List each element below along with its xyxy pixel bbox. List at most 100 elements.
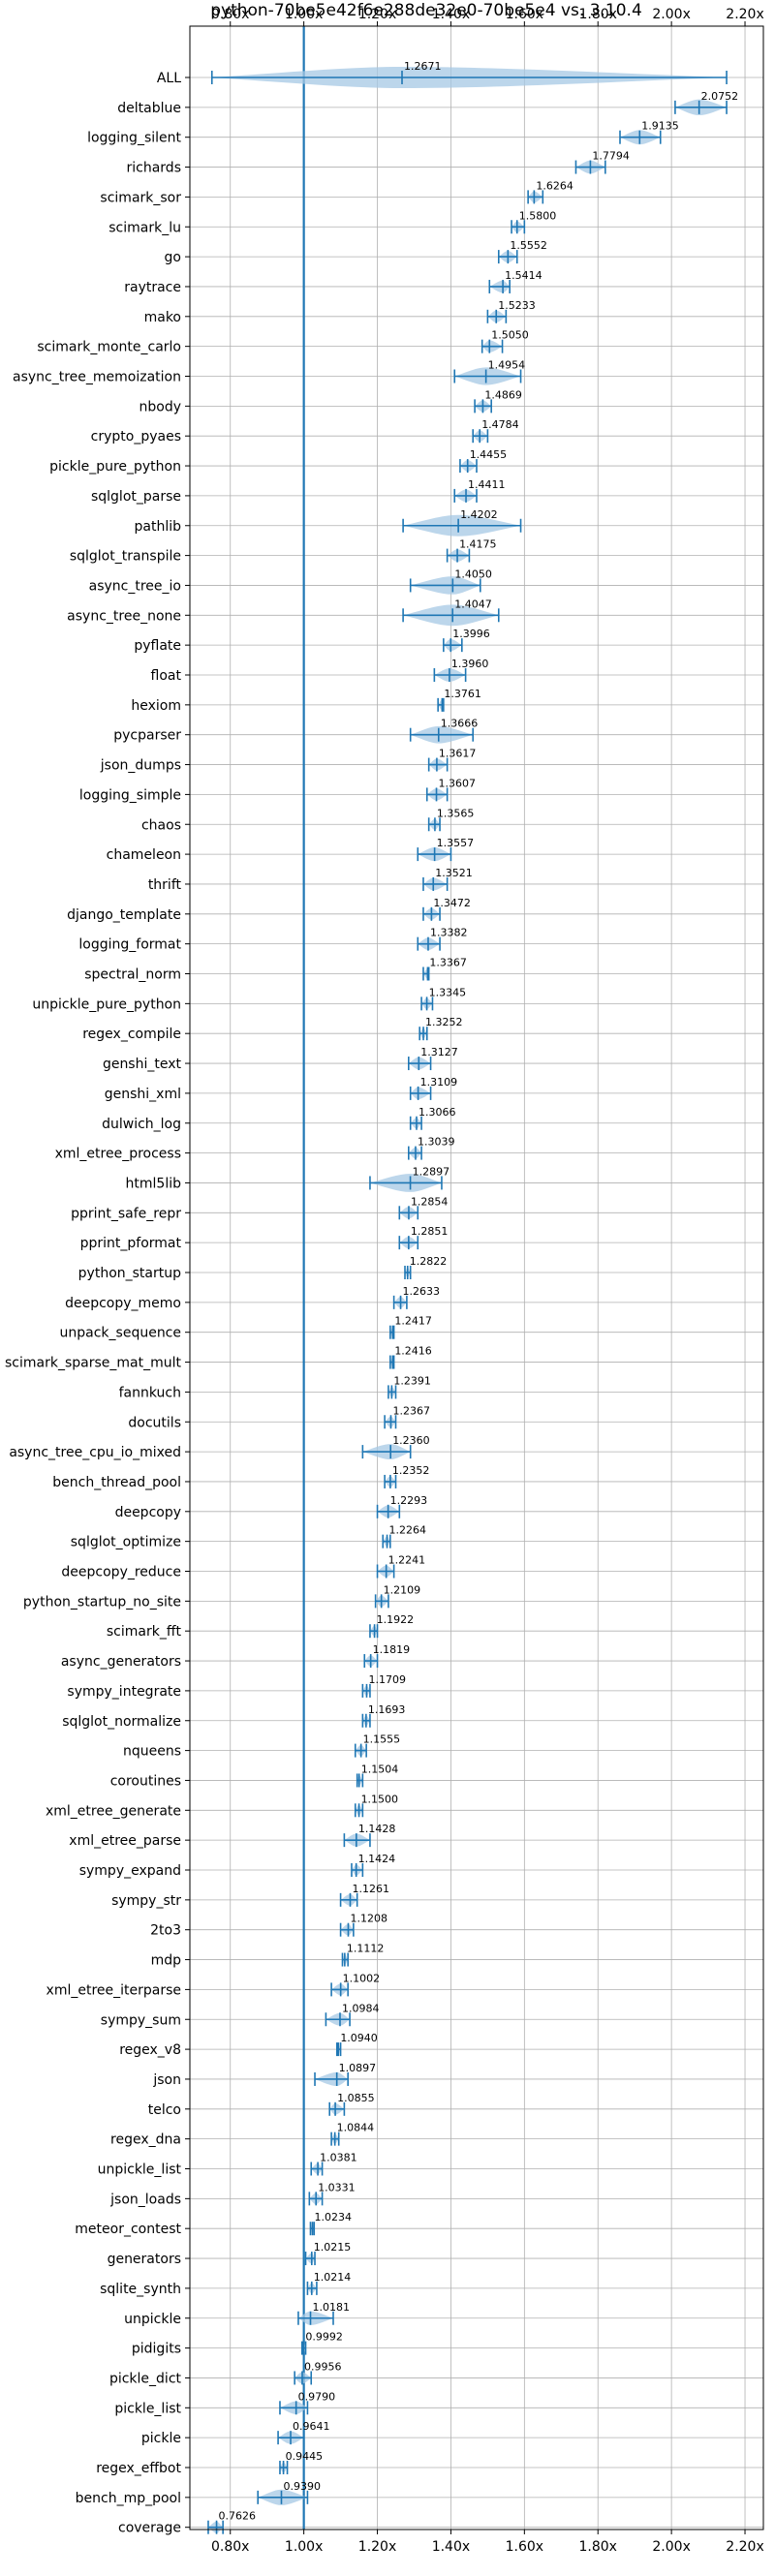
category-label: json [152, 2072, 181, 2088]
category-label: sympy_str [111, 1893, 181, 1909]
category-label: ALL [157, 71, 181, 86]
value-label: 1.2241 [388, 1554, 426, 1567]
category-label: deltablue [117, 101, 181, 116]
category-label: 2to3 [150, 1923, 181, 1939]
category-label: deepcopy [115, 1505, 181, 1520]
category-label: telco [148, 2102, 181, 2118]
x-tick-label-top: 1.40x [432, 7, 470, 22]
value-label: 1.2633 [403, 1285, 441, 1298]
value-label: 1.1555 [363, 1733, 401, 1746]
category-label: sqlglot_optimize [71, 1535, 181, 1550]
category-label: pickle_list [114, 2401, 181, 2416]
category-label: sqlglot_transpile [70, 549, 181, 565]
category-label: sqlglot_parse [91, 489, 181, 505]
category-label: go [165, 250, 181, 265]
value-label: 1.3039 [418, 1136, 455, 1149]
value-label: 1.1428 [358, 1823, 396, 1835]
value-labels: 1.2671 2.0752 1.9135 1.7794 1.6264 1.5800 1.55… [219, 60, 739, 2523]
category-label: async_tree_io [89, 578, 181, 594]
category-label: spectral_norm [84, 967, 181, 983]
category-label: sympy_integrate [67, 1684, 181, 1700]
category-label: pathlib [135, 519, 182, 535]
value-label: 1.4869 [484, 388, 522, 401]
value-label: 1.3066 [418, 1106, 456, 1119]
category-label: sympy_sum [101, 2012, 181, 2028]
value-label: 1.1922 [377, 1613, 415, 1626]
category-label: scimark_fft [107, 1624, 182, 1640]
category-label: django_template [67, 907, 181, 923]
category-label: xml_etree_iterparse [46, 1982, 181, 1998]
category-label: thrift [148, 877, 182, 893]
x-tick-label-bottom: 1.20x [358, 2539, 396, 2555]
value-label: 1.2416 [394, 1345, 432, 1358]
value-label: 0.9992 [305, 2331, 343, 2344]
value-label: 2.0752 [701, 90, 739, 103]
value-label: 1.0331 [318, 2181, 356, 2193]
value-label: 1.3617 [439, 748, 477, 760]
value-label: 1.0215 [314, 2241, 352, 2254]
value-label: 1.1002 [343, 1972, 381, 1984]
violin-bodies [207, 67, 728, 2533]
category-label: async_tree_none [67, 608, 181, 624]
value-label: 1.3607 [439, 777, 477, 789]
category-label: crypto_pyaes [91, 429, 181, 445]
value-label: 1.4047 [454, 598, 492, 610]
category-label: regex_effbot [96, 2461, 181, 2476]
value-label: 1.6264 [536, 179, 574, 192]
x-tick-label-bottom: 2.00x [652, 2539, 690, 2555]
category-label: meteor_contest [75, 2222, 181, 2237]
category-label: unpack_sequence [60, 1326, 181, 1341]
value-label: 1.1504 [361, 1763, 399, 1775]
x-tick-label-bottom: 1.00x [285, 2539, 323, 2555]
value-label: 1.4050 [454, 567, 492, 580]
value-label: 1.2109 [384, 1583, 421, 1596]
value-label: 1.3666 [441, 718, 479, 730]
category-label: raytrace [124, 280, 181, 295]
value-label: 1.7794 [592, 150, 630, 163]
category-label: docutils [128, 1415, 181, 1430]
x-tick-label-top: 0.80x [211, 7, 249, 22]
category-label: logging_format [78, 937, 181, 953]
category-label: regex_compile [82, 1027, 181, 1042]
category-label: xml_etree_process [55, 1147, 181, 1162]
category-label: logging_silent [87, 131, 181, 146]
category-label: bench_thread_pool [52, 1475, 181, 1490]
category-label: coverage [118, 2521, 181, 2536]
category-label: sympy_expand [79, 1863, 181, 1879]
category-label: regex_v8 [119, 2042, 181, 2058]
category-label: coroutines [110, 1773, 181, 1789]
value-label: 1.2391 [393, 1374, 431, 1387]
category-label: bench_mp_pool [76, 2491, 181, 2506]
category-label: json_dumps [100, 758, 181, 774]
value-label: 1.1424 [358, 1853, 396, 1865]
category-label: unpickle [124, 2312, 181, 2327]
category-label: pprint_safe_repr [71, 1206, 181, 1221]
category-label: pyflate [134, 638, 181, 654]
x-tick-labels: 0.80x 0.80x 1.00x 1.00x 1.20x 1.20x 1.40x 1.40x… [211, 7, 764, 2555]
category-label: async_tree_cpu_io_mixed [9, 1445, 181, 1460]
value-label: 1.3472 [433, 897, 471, 909]
value-label: 1.2417 [394, 1315, 432, 1328]
value-label: 1.1261 [352, 1883, 389, 1895]
value-label: 1.3345 [429, 986, 467, 998]
category-label: pprint_pformat [80, 1236, 182, 1251]
value-label: 1.0234 [315, 2211, 353, 2223]
value-label: 1.0940 [340, 2032, 378, 2044]
category-label: chameleon [107, 847, 181, 863]
value-label: 1.5800 [519, 209, 557, 222]
value-label: 1.2264 [389, 1524, 427, 1537]
category-label: dulwich_log [102, 1117, 181, 1132]
value-label: 1.2854 [411, 1195, 449, 1208]
category-label: hexiom [131, 698, 181, 714]
value-label: 1.2851 [411, 1225, 449, 1238]
x-tick-label-top: 1.60x [506, 7, 543, 22]
value-label: 1.3367 [429, 957, 467, 969]
category-label: async_generators [61, 1654, 181, 1670]
category-label: genshi_text [103, 1057, 182, 1072]
category-label: pickle_dict [109, 2371, 182, 2386]
value-label: 1.3127 [420, 1046, 458, 1058]
value-label: 1.0181 [313, 2301, 351, 2314]
value-label: 1.4411 [468, 478, 506, 491]
category-label: pycparser [113, 728, 181, 744]
value-label: 0.9390 [283, 2480, 321, 2493]
